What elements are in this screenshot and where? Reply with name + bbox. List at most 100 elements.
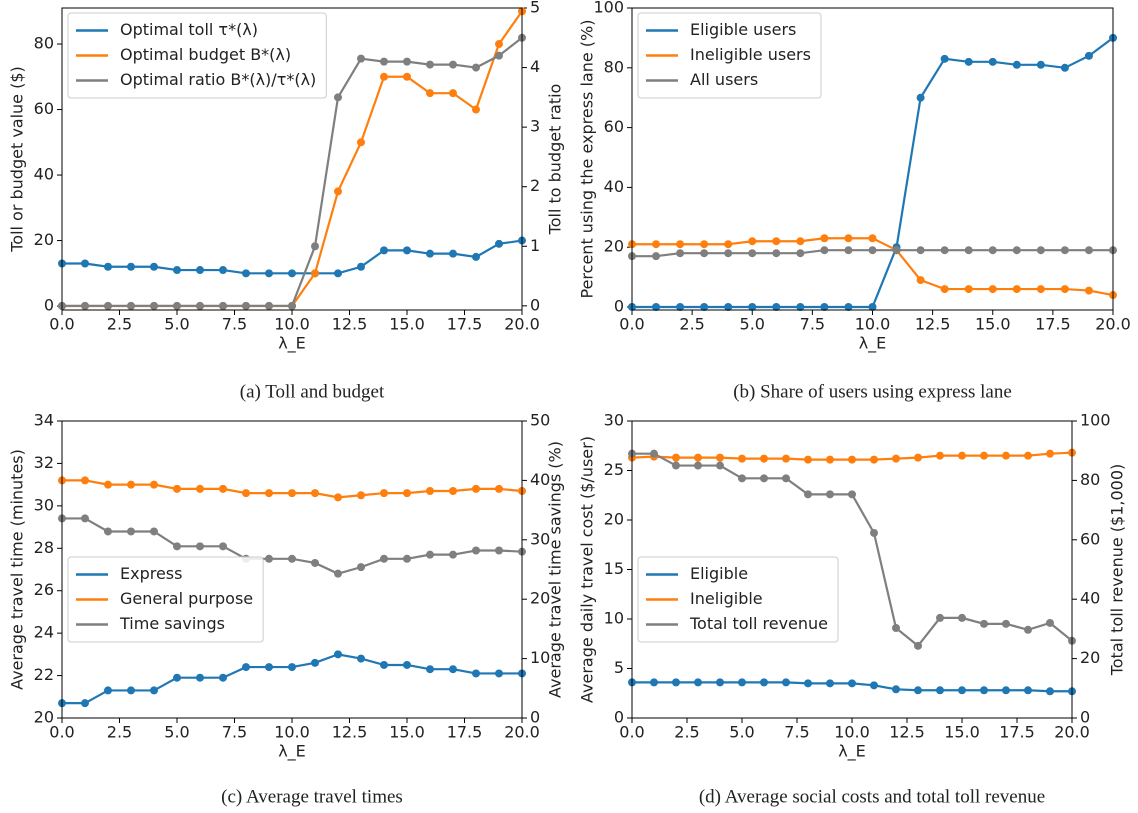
series-marker bbox=[848, 490, 856, 499]
y-tick-label: 24 bbox=[34, 623, 54, 642]
x-tick-label: 15.0 bbox=[389, 723, 425, 742]
x-tick-label: 2.5 bbox=[679, 315, 704, 334]
plot-frame bbox=[631, 7, 1114, 311]
series-marker bbox=[1024, 686, 1032, 695]
series-marker bbox=[357, 563, 365, 572]
y-tick-label: 20 bbox=[34, 708, 54, 727]
series-marker bbox=[1012, 285, 1021, 294]
series-marker bbox=[357, 262, 365, 271]
series-marker bbox=[127, 262, 135, 271]
y2-axis-label: Average travel time savings (%) bbox=[546, 441, 565, 698]
series-marker bbox=[426, 249, 434, 258]
series-marker bbox=[870, 681, 878, 690]
y2-tick-label: 0 bbox=[530, 295, 540, 314]
series-marker bbox=[700, 240, 709, 249]
series-marker bbox=[1060, 246, 1069, 255]
series-marker bbox=[380, 489, 388, 498]
series-marker bbox=[81, 699, 89, 708]
series-marker bbox=[964, 57, 973, 66]
y-tick-label: 0 bbox=[614, 708, 624, 727]
series-marker bbox=[150, 480, 158, 489]
x-tick-label: 20.0 bbox=[1054, 723, 1090, 742]
series-marker bbox=[964, 285, 973, 294]
series-marker bbox=[914, 453, 922, 462]
series-marker bbox=[672, 461, 680, 470]
series-marker bbox=[700, 249, 709, 258]
y-tick-label: 25 bbox=[604, 460, 624, 479]
chart: 0.0 2.5 5.0 7.5 10.0 12.5 15.0 17.5 20.002040608… bbox=[8, 0, 565, 402]
y-axis-label: Average travel time (minutes) bbox=[8, 449, 27, 690]
y-tick-label: 60 bbox=[604, 117, 624, 136]
y-tick-label: 32 bbox=[34, 453, 54, 472]
x-tick-label: 10.0 bbox=[274, 315, 310, 334]
series-marker bbox=[127, 301, 135, 310]
series-marker bbox=[449, 89, 457, 98]
legend-label: Optimal budget B*(λ) bbox=[120, 45, 291, 64]
series-marker bbox=[219, 673, 227, 682]
x-tick-label: 12.5 bbox=[332, 723, 368, 742]
chart: 0.0 2.5 5.0 7.5 10.0 12.5 15.0 17.5 20.0 20 22 24 26… bbox=[8, 411, 565, 808]
series-marker bbox=[357, 654, 365, 663]
series-marker bbox=[804, 490, 812, 499]
x-tick-label: 0.0 bbox=[619, 723, 644, 742]
y-tick-label: 22 bbox=[34, 665, 54, 684]
y-tick-label: 5 bbox=[614, 658, 624, 677]
series-marker bbox=[1084, 51, 1093, 60]
y2-tick-label: 80 bbox=[1080, 470, 1100, 489]
series-marker bbox=[104, 301, 112, 310]
series-marker bbox=[219, 542, 227, 551]
x-tick-label: 15.0 bbox=[975, 315, 1011, 334]
series-marker bbox=[472, 484, 480, 493]
x-axis-label: λ_E bbox=[838, 742, 866, 762]
series-marker bbox=[672, 453, 680, 462]
series-marker bbox=[449, 249, 457, 258]
series-marker bbox=[892, 454, 900, 463]
legend-label: General purpose bbox=[120, 589, 253, 608]
series-marker bbox=[738, 474, 746, 483]
legend-label: Eligible bbox=[690, 564, 748, 583]
series-marker bbox=[495, 484, 503, 493]
series-marker bbox=[652, 303, 661, 312]
series-marker bbox=[914, 686, 922, 695]
series-marker bbox=[334, 187, 342, 196]
series-marker bbox=[916, 246, 925, 255]
series-marker bbox=[1012, 246, 1021, 255]
series-marker bbox=[916, 93, 925, 102]
series-marker bbox=[676, 303, 685, 312]
series-marker bbox=[472, 669, 480, 678]
series-marker bbox=[916, 276, 925, 285]
series-marker bbox=[738, 454, 746, 463]
series-marker bbox=[958, 613, 966, 622]
chart: 0.0 2.5 5.0 7.5 10.0 12.5 15.0 17.5 20.005101520… bbox=[578, 411, 1127, 808]
y-tick-label: 80 bbox=[604, 57, 624, 76]
x-axis-label: λ_E bbox=[278, 334, 306, 354]
series-marker bbox=[380, 72, 388, 81]
series-marker bbox=[403, 72, 411, 81]
x-axis-label: λ_E bbox=[278, 742, 306, 762]
series-marker bbox=[980, 686, 988, 695]
series-marker bbox=[804, 679, 812, 688]
x-tick-label: 12.5 bbox=[332, 315, 368, 334]
y2-tick-label: 30 bbox=[530, 529, 550, 548]
series-marker bbox=[380, 246, 388, 255]
series-marker bbox=[242, 301, 250, 310]
y2-tick-label: 50 bbox=[530, 411, 550, 430]
series-marker bbox=[796, 237, 805, 246]
series-marker bbox=[81, 301, 89, 310]
y2-tick-label: 20 bbox=[1080, 648, 1100, 667]
series-marker bbox=[495, 546, 503, 555]
series-marker bbox=[288, 269, 296, 278]
x-tick-label: 0.0 bbox=[49, 723, 74, 742]
series-marker bbox=[848, 455, 856, 464]
x-axis-label: λ_E bbox=[859, 334, 887, 354]
series-marker bbox=[357, 138, 365, 147]
legend-label: Total toll revenue bbox=[689, 614, 828, 633]
series-marker bbox=[334, 569, 342, 578]
series-marker bbox=[694, 678, 702, 687]
caption: (d) Average social costs and total toll … bbox=[699, 786, 1045, 807]
series-marker bbox=[1002, 619, 1010, 628]
y-tick-label: 10 bbox=[604, 609, 624, 628]
y2-tick-label: 3 bbox=[530, 117, 540, 136]
series-marker bbox=[892, 246, 901, 255]
series-marker bbox=[1084, 246, 1093, 255]
